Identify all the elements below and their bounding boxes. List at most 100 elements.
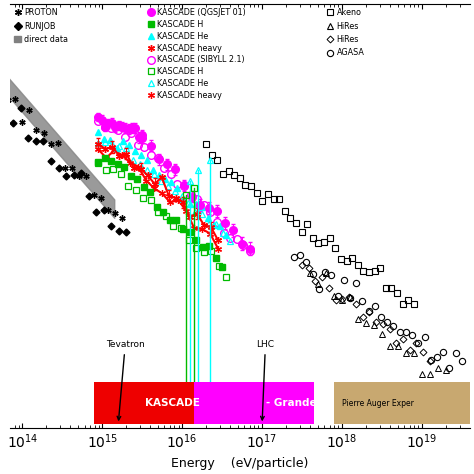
Akeno [332, 246, 338, 251]
HiRes [400, 337, 406, 342]
KASCADE (QGSJET 01) [133, 125, 138, 131]
KASCADE heavy  [175, 197, 181, 203]
AGASA [304, 260, 310, 265]
RUNJOB [26, 136, 31, 141]
KASCADE heavy  [199, 226, 205, 232]
HiRes [346, 294, 352, 300]
Akeno [248, 183, 254, 189]
KASCADE (SIBYLL 2.1) [181, 183, 187, 189]
PROTON [0, 87, 3, 92]
KASCADE H [219, 264, 225, 269]
PROTON [83, 173, 89, 179]
KASCADE He [205, 215, 210, 220]
KASCADE heavy [187, 214, 193, 219]
Akeno [400, 301, 406, 307]
HiRes  [339, 297, 345, 303]
KASCADE (QGSJET 01) [119, 124, 125, 129]
AGASA [347, 295, 353, 301]
HiRes  [307, 270, 313, 276]
KASCADE H [154, 204, 160, 210]
Akeno [366, 269, 372, 275]
RUNJOB [33, 138, 39, 144]
KASCADE (QGSJET 01) [164, 162, 170, 167]
Akeno [304, 221, 310, 227]
Akeno [411, 301, 417, 307]
HiRes  [323, 270, 329, 276]
KASCADE He  [151, 171, 156, 177]
Line: HiRes: HiRes [300, 263, 432, 364]
AGASA [403, 329, 409, 335]
KASCADE (QGSJET 01) [198, 202, 203, 208]
KASCADE (QGSJET 01) [116, 122, 121, 128]
KASCADE H  [148, 198, 154, 203]
KASCADE He  [227, 238, 233, 244]
KASCADE (QGSJET 01) [156, 156, 162, 162]
KASCADE (SIBYLL 2.1) [155, 155, 161, 160]
KASCADE H [109, 158, 114, 164]
KASCADE (SIBYLL 2.1) [228, 235, 233, 240]
KASCADE H [206, 243, 212, 249]
KASCADE H  [126, 183, 131, 189]
PROTON [19, 119, 25, 125]
KASCADE H [147, 189, 153, 194]
KASCADE (SIBYLL 2.1) [188, 192, 193, 198]
KASCADE H [135, 176, 140, 182]
AGASA [291, 254, 297, 260]
PROTON [34, 128, 39, 133]
HiRes [333, 297, 338, 302]
Akeno [355, 262, 361, 268]
KASCADE He  [158, 178, 164, 183]
KASCADE (SIBYLL 2.1) [109, 125, 114, 131]
Akeno [209, 152, 215, 157]
KASCADE (SIBYLL 2.1) [194, 196, 200, 202]
Akeno [310, 235, 316, 241]
Akeno [226, 168, 231, 173]
KASCADE H  [201, 249, 206, 255]
PROTON [41, 130, 46, 136]
KASCADE heavy  [136, 164, 141, 169]
Akeno [271, 196, 276, 201]
KASCADE heavy [145, 173, 150, 178]
KASCADE (QGSJET 01) [95, 114, 101, 120]
KASCADE He  [179, 193, 184, 199]
KASCADE He [150, 167, 156, 173]
KASCADE heavy [95, 141, 101, 146]
KASCADE heavy  [119, 153, 125, 158]
AGASA [459, 358, 465, 364]
Line: AGASA: AGASA [291, 252, 465, 371]
Akeno [237, 175, 243, 181]
KASCADE He [163, 176, 168, 182]
KASCADE (QGSJET 01) [139, 133, 145, 138]
HiRes  [395, 343, 401, 348]
KASCADE He  [172, 188, 177, 193]
KASCADE He [193, 201, 199, 207]
RUNJOB [71, 173, 76, 178]
HiRes  [403, 350, 409, 356]
KASCADE (QGSJET 01) [148, 143, 154, 149]
Akeno [377, 265, 383, 271]
KASCADE H  [178, 226, 184, 231]
Akeno [299, 229, 304, 235]
KASCADE (QGSJET 01) [222, 220, 228, 226]
KASCADE (QGSJET 01) [112, 124, 118, 130]
KASCADE (QGSJET 01) [189, 194, 195, 200]
KASCADE He  [220, 230, 226, 236]
HiRes [299, 262, 305, 268]
KASCADE He  [130, 157, 136, 163]
Akeno [338, 256, 344, 262]
HiRes  [435, 365, 441, 371]
Akeno [327, 235, 333, 241]
HiRes [313, 278, 319, 284]
KASCADE heavy  [143, 178, 149, 183]
HiRes [393, 340, 399, 346]
AGASA [453, 350, 458, 356]
KASCADE He  [186, 200, 191, 206]
KASCADE (SIBYLL 2.1) [214, 219, 220, 225]
KASCADE He [174, 185, 180, 191]
KASCADE He  [207, 220, 212, 226]
HiRes  [379, 331, 385, 337]
Akeno [349, 255, 355, 261]
Line: KASCADE heavy : KASCADE heavy [95, 146, 221, 252]
KASCADE (SIBYLL 2.1) [168, 171, 173, 177]
Akeno [383, 285, 389, 291]
